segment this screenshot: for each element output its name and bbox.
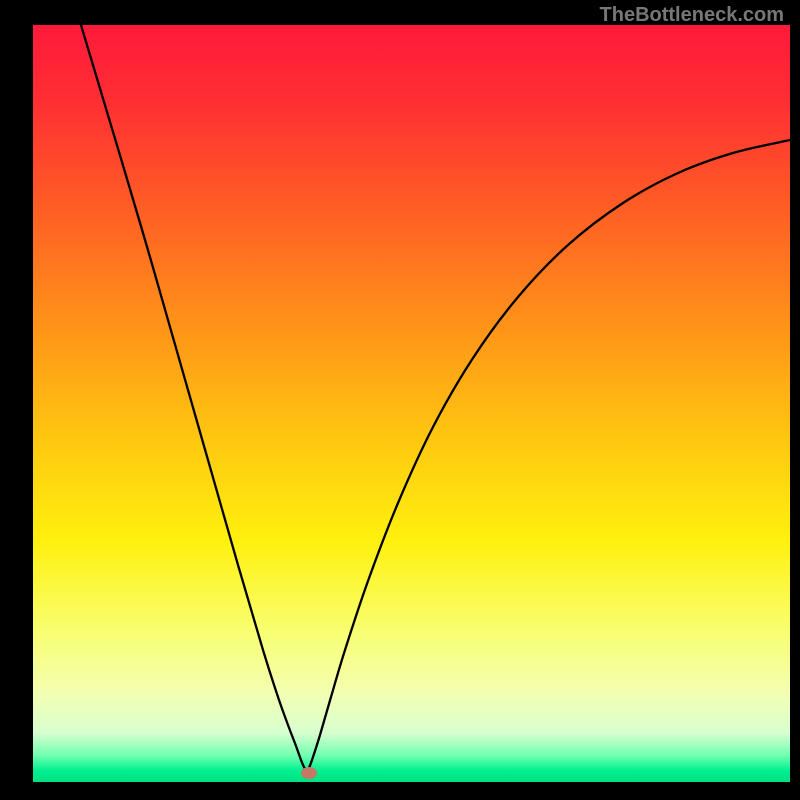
watermark-text: TheBottleneck.com [600, 4, 784, 27]
marker-dot [301, 767, 317, 779]
bottleneck-curve [81, 25, 790, 771]
curve-layer [33, 25, 790, 782]
plot-area [33, 25, 790, 782]
chart-container: TheBottleneck.com [0, 0, 800, 800]
